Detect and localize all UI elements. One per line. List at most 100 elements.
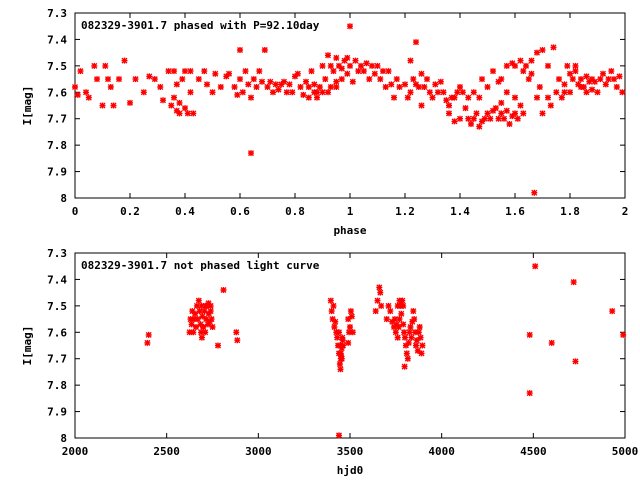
data-point bbox=[567, 89, 573, 96]
data-point bbox=[575, 81, 582, 88]
data-point bbox=[520, 68, 527, 75]
y-tick-label: 7.7 bbox=[47, 353, 67, 366]
data-point bbox=[609, 308, 616, 315]
plot-frame-phased bbox=[74, 12, 626, 199]
data-point bbox=[275, 86, 282, 93]
data-point bbox=[378, 302, 385, 309]
data-point bbox=[191, 316, 198, 323]
data-point bbox=[481, 115, 488, 122]
data-point bbox=[319, 62, 326, 69]
data-point bbox=[586, 78, 593, 85]
data-point bbox=[402, 81, 408, 88]
data-point bbox=[345, 339, 352, 346]
data-point bbox=[349, 78, 356, 85]
y-tick-label: 8 bbox=[60, 192, 67, 205]
data-point bbox=[413, 342, 419, 349]
data-point bbox=[346, 329, 353, 336]
data-point bbox=[426, 89, 433, 96]
data-point bbox=[146, 73, 153, 80]
data-point bbox=[465, 94, 472, 101]
data-point bbox=[182, 105, 188, 112]
data-point bbox=[413, 337, 420, 344]
y-tick-label: 7.5 bbox=[47, 300, 67, 313]
data-point bbox=[567, 70, 573, 77]
x-tick-label: 4500 bbox=[520, 445, 547, 458]
data-point bbox=[476, 94, 483, 101]
data-point bbox=[435, 89, 441, 96]
data-point bbox=[415, 329, 422, 336]
data-point bbox=[105, 76, 111, 83]
data-point bbox=[405, 339, 412, 346]
data-point bbox=[619, 89, 626, 96]
data-point bbox=[237, 76, 243, 83]
data-point bbox=[363, 60, 370, 67]
data-point bbox=[300, 91, 307, 98]
y-tick-label: 7.9 bbox=[47, 166, 67, 179]
data-point bbox=[281, 78, 287, 85]
data-point bbox=[550, 44, 557, 51]
data-point bbox=[132, 76, 139, 83]
data-point bbox=[338, 353, 345, 360]
data-point bbox=[413, 81, 419, 88]
data-point bbox=[74, 91, 81, 98]
data-point bbox=[333, 54, 340, 61]
data-point bbox=[157, 84, 164, 90]
data-point bbox=[408, 334, 415, 341]
data-point bbox=[338, 76, 345, 83]
data-point bbox=[333, 84, 340, 90]
data-point bbox=[446, 102, 452, 109]
data-point bbox=[484, 110, 491, 117]
data-point bbox=[418, 350, 425, 357]
y-tick-label: 7.5 bbox=[47, 60, 67, 73]
data-point bbox=[589, 86, 595, 93]
data-point bbox=[457, 84, 463, 90]
data-point bbox=[394, 302, 401, 309]
data-point bbox=[418, 70, 425, 77]
data-point bbox=[501, 115, 507, 122]
data-point bbox=[558, 94, 565, 101]
data-point bbox=[195, 76, 202, 83]
data-point bbox=[396, 316, 403, 323]
data-point bbox=[583, 89, 590, 96]
data-point bbox=[589, 76, 595, 83]
data-point bbox=[526, 331, 533, 338]
data-point bbox=[407, 57, 414, 64]
data-point bbox=[316, 84, 323, 90]
data-point bbox=[352, 57, 359, 64]
data-point bbox=[600, 70, 606, 77]
data-point bbox=[107, 84, 114, 90]
data-point bbox=[391, 324, 397, 330]
data-point bbox=[226, 70, 232, 77]
data-point bbox=[509, 60, 516, 67]
data-point bbox=[470, 115, 477, 122]
data-point bbox=[248, 94, 254, 101]
data-point bbox=[545, 94, 551, 101]
data-point bbox=[311, 89, 318, 96]
data-point bbox=[400, 302, 407, 309]
data-point bbox=[498, 110, 505, 117]
data-point bbox=[278, 81, 285, 88]
data-point bbox=[572, 62, 579, 69]
x-tick-label: 1.6 bbox=[505, 205, 525, 218]
data-point bbox=[171, 94, 177, 101]
data-point bbox=[207, 302, 214, 309]
data-point bbox=[419, 342, 426, 349]
data-point bbox=[517, 102, 524, 109]
data-point bbox=[503, 107, 510, 114]
phased-light-curve-panel: 0 0.2 0.4 0.6 0.8 1 1.2 1.4 1.6 1.8 2 7.3 7.4 7.5 7.6 7… bbox=[21, 7, 628, 237]
data-point bbox=[289, 89, 296, 96]
data-point bbox=[189, 308, 196, 315]
data-point bbox=[325, 89, 331, 96]
data-point bbox=[389, 318, 396, 325]
data-point bbox=[556, 76, 562, 83]
data-point bbox=[208, 316, 215, 323]
data-point bbox=[594, 89, 601, 96]
data-point bbox=[348, 313, 355, 320]
data-point bbox=[514, 115, 521, 122]
data-point bbox=[548, 339, 555, 346]
data-point bbox=[195, 297, 202, 304]
data-point bbox=[534, 49, 540, 56]
data-point bbox=[85, 94, 92, 101]
data-point bbox=[99, 102, 106, 109]
data-point bbox=[429, 94, 436, 101]
